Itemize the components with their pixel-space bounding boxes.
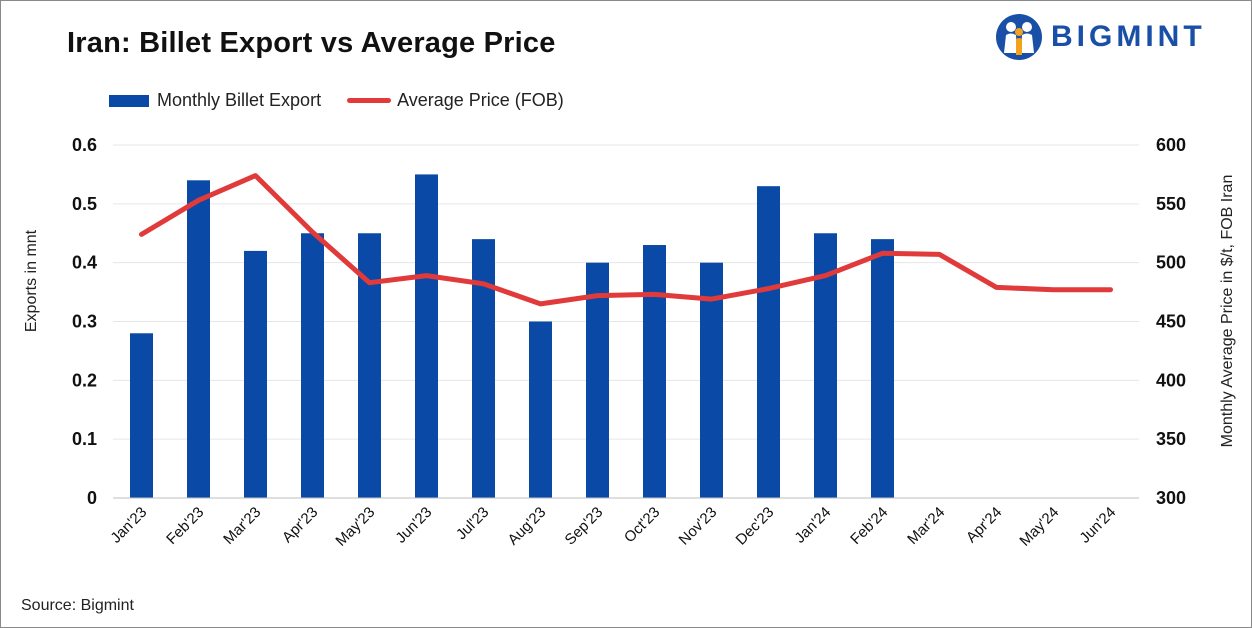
brand-name: BIGMINT bbox=[1051, 20, 1206, 53]
x-tick-label: Jan'23 bbox=[107, 504, 150, 547]
x-tick-label: Jun'23 bbox=[392, 504, 435, 547]
x-tick-label: Jan'24 bbox=[791, 504, 834, 547]
bar bbox=[244, 250, 267, 498]
x-tick-label: May'23 bbox=[332, 504, 378, 550]
x-tick-label: Mar'23 bbox=[220, 504, 264, 548]
bar bbox=[358, 233, 381, 498]
line-layer bbox=[139, 173, 1113, 307]
x-tick-label: Jul'23 bbox=[453, 504, 492, 543]
y-tick-left: 0.5 bbox=[72, 194, 97, 214]
y-tick-right: 600 bbox=[1156, 135, 1186, 155]
y-tick-right: 500 bbox=[1156, 253, 1186, 273]
y-axis-label-left: Exports in mnt bbox=[23, 229, 40, 332]
bar bbox=[814, 233, 837, 498]
legend-item-line: Average Price (FOB) bbox=[347, 90, 564, 111]
y-tick-left: 0.3 bbox=[72, 312, 97, 332]
x-tick-label: Oct'23 bbox=[621, 504, 663, 546]
y-tick-right: 450 bbox=[1156, 312, 1186, 332]
x-tick-label: Feb'24 bbox=[847, 504, 891, 548]
legend-item-bar: Monthly Billet Export bbox=[109, 90, 321, 111]
y-tick-left: 0.2 bbox=[72, 370, 97, 390]
x-tick-label: Dec'23 bbox=[733, 504, 778, 549]
bar-layer bbox=[130, 174, 894, 499]
y-tick-left: 0 bbox=[87, 488, 97, 508]
brand-logo: BIGMINT bbox=[995, 13, 1206, 61]
bar bbox=[643, 245, 666, 498]
bar bbox=[700, 262, 723, 498]
y-tick-right: 550 bbox=[1156, 194, 1186, 214]
x-tick-label: Nov'23 bbox=[676, 504, 721, 549]
bar bbox=[415, 174, 438, 498]
bar bbox=[529, 321, 552, 498]
bar bbox=[586, 262, 609, 498]
legend-line-label: Average Price (FOB) bbox=[397, 90, 564, 110]
people-logo-icon bbox=[996, 14, 1042, 60]
x-tick-label: Apr'24 bbox=[963, 504, 1005, 546]
x-tick-label: Aug'23 bbox=[505, 504, 550, 549]
bar bbox=[757, 186, 780, 498]
y-tick-right: 350 bbox=[1156, 429, 1186, 449]
legend: Monthly Billet Export Average Price (FOB… bbox=[109, 90, 590, 111]
price-line bbox=[139, 173, 1113, 307]
bar bbox=[871, 239, 894, 498]
x-tick-label: Sep'23 bbox=[562, 504, 607, 549]
x-tick-label: Mar'24 bbox=[904, 504, 948, 548]
x-tick-label: Feb'23 bbox=[163, 504, 207, 548]
legend-bar-label: Monthly Billet Export bbox=[157, 90, 322, 110]
bar bbox=[187, 180, 210, 499]
y-tick-left: 0.1 bbox=[72, 429, 97, 449]
source-note: Source: Bigmint bbox=[21, 597, 134, 614]
x-tick-label: May'24 bbox=[1016, 504, 1062, 550]
bar bbox=[130, 333, 153, 498]
y-tick-right: 300 bbox=[1156, 488, 1186, 508]
legend-bar-swatch bbox=[109, 94, 149, 107]
y-axis-label-right: Monthly Average Price in $/t, FOB Iran bbox=[1219, 175, 1236, 448]
y-tick-left: 0.6 bbox=[72, 135, 97, 155]
y-tick-right: 400 bbox=[1156, 370, 1186, 390]
chart-title: Iran: Billet Export vs Average Price bbox=[67, 27, 556, 59]
bar bbox=[301, 233, 324, 498]
y-tick-left: 0.4 bbox=[72, 253, 97, 273]
bar bbox=[472, 239, 495, 498]
legend-line-swatch bbox=[347, 98, 392, 103]
x-tick-label: Apr'23 bbox=[279, 504, 321, 546]
x-tick-label: Jun'24 bbox=[1076, 504, 1119, 547]
